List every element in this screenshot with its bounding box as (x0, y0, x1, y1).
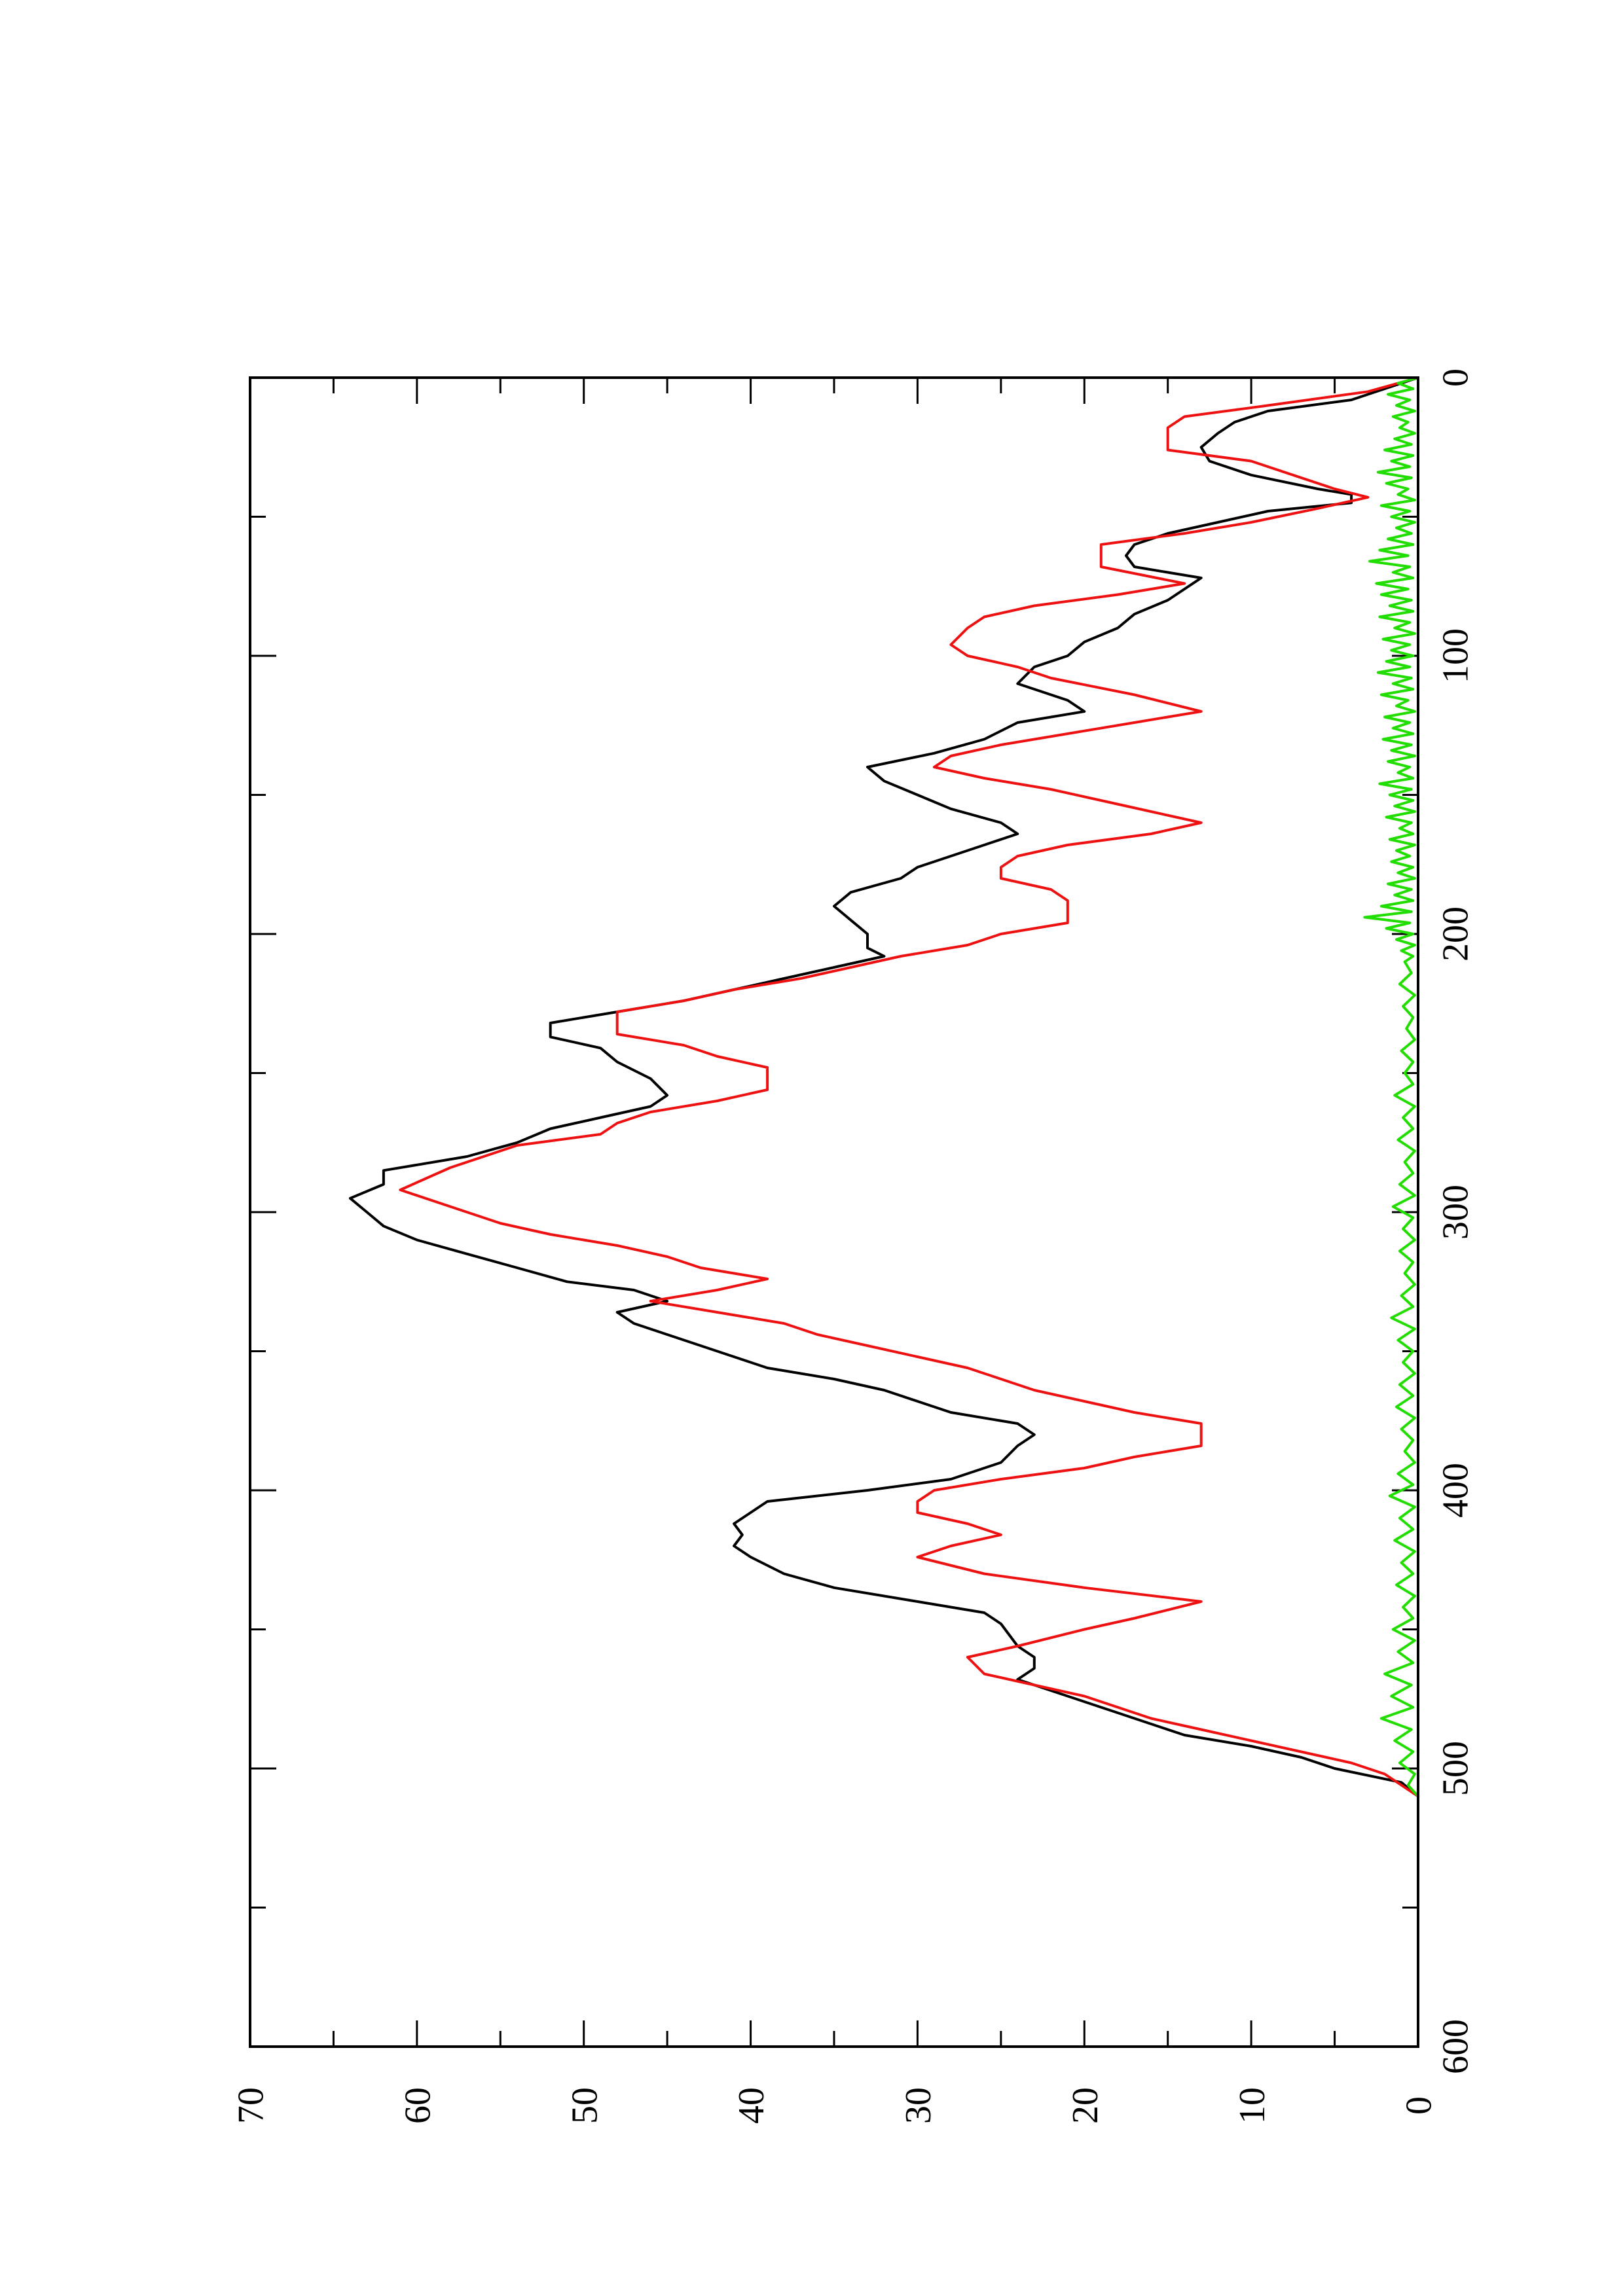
series-line-green (1363, 376, 1419, 1798)
x-tick-label: 500 (1436, 1741, 1476, 1796)
plot-frame (249, 376, 1419, 2048)
y-tick-label: 30 (898, 2087, 939, 2124)
x-tick-label: 100 (1436, 628, 1476, 683)
y-tick-label: 10 (1232, 2087, 1273, 2124)
tick-labels: 0 100 200 300 400 500 600 0 10 20 30 40 50 60 70 (231, 368, 1476, 2124)
y-tick-label: 60 (397, 2087, 438, 2124)
series-line-black (348, 376, 1419, 1798)
x-tick-label: 300 (1436, 1185, 1476, 1240)
data-series (348, 376, 1419, 1798)
series-line-red (399, 376, 1419, 1798)
y-tick-label: 40 (731, 2087, 772, 2124)
y-tick-label: 0 (1399, 2096, 1440, 2115)
y-tick-label: 70 (231, 2087, 272, 2124)
y-tick-label: 20 (1065, 2087, 1106, 2124)
x-tick-label: 400 (1436, 1463, 1476, 1518)
y-tick-label: 50 (564, 2087, 605, 2124)
x-tick-label: 0 (1436, 368, 1476, 387)
x-tick-label: 600 (1436, 2019, 1476, 2074)
x-tick-label: 200 (1436, 906, 1476, 961)
